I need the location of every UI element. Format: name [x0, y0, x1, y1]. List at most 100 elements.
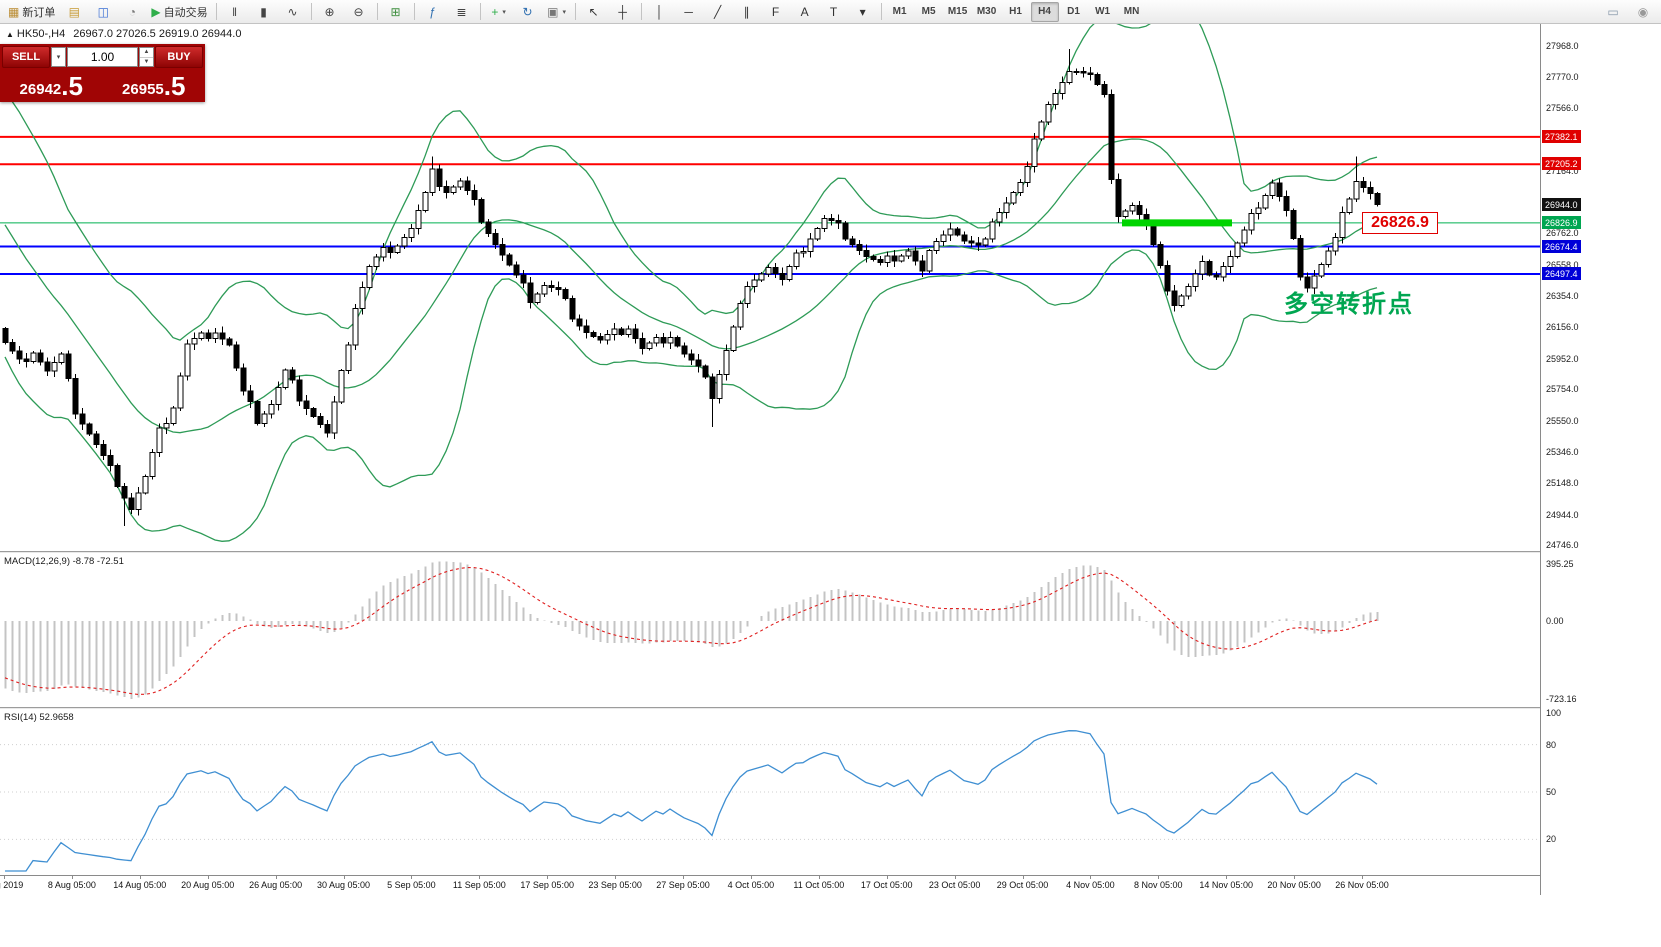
price-axis-label: 26156.0: [1546, 321, 1579, 332]
time-axis-label: 4 Oct 05:00: [727, 880, 775, 890]
timeframe-button-h4[interactable]: H4: [1030, 1, 1059, 22]
vertical-line-button[interactable]: │: [646, 1, 674, 23]
sell-price-pips: .5: [61, 71, 83, 101]
indicators-icon: ƒ: [429, 4, 436, 19]
toolbar-separator: [413, 3, 415, 20]
timeframe-button-m15[interactable]: M15: [947, 6, 968, 17]
arrows-button[interactable]: ▾: [849, 1, 877, 23]
bar-chart-icon: ‖: [232, 4, 238, 19]
price-pane[interactable]: ▲ HK50-,H4 26967.0 27026.5 26919.0 26944.0…: [0, 24, 1540, 551]
pane-separator[interactable]: [0, 551, 1661, 553]
time-axis-label: 5 Sep 05:00: [387, 880, 436, 890]
vertical-line-icon: │: [655, 4, 664, 19]
buy-price-main: 26955: [122, 81, 164, 98]
time-axis-tick: [1158, 876, 1160, 879]
templates-button[interactable]: ▣ ▾: [543, 1, 571, 23]
price-axis-label: 26558.0: [1546, 259, 1579, 270]
volume-down-button[interactable]: ▼: [143, 58, 150, 65]
timeframe-button-m1[interactable]: M1: [892, 6, 907, 17]
timeframe-button-h1[interactable]: H1: [1009, 6, 1022, 17]
volume-spinner: ▲ ▼: [139, 47, 154, 67]
price-chart-canvas[interactable]: [0, 24, 1540, 551]
price-axis-label: 25346.0: [1546, 447, 1579, 458]
bar-chart-button[interactable]: ‖: [221, 1, 249, 23]
timeframe-button-m5[interactable]: M5: [921, 6, 936, 17]
time-axis-label: 14 Nov 05:00: [1199, 880, 1253, 890]
macd-pane[interactable]: MACD(12,26,9) -8.78 -72.51: [0, 553, 1540, 707]
sell-price[interactable]: 26942.5: [0, 68, 103, 100]
horizontal-line-button[interactable]: ─: [675, 1, 703, 23]
profiles-button[interactable]: ↻: [514, 1, 542, 23]
symbol-marker-icon: ▲: [6, 30, 14, 39]
crosshair-button[interactable]: ┼: [609, 1, 637, 23]
text-button[interactable]: A: [791, 1, 819, 23]
zoom-out-button[interactable]: ⊖: [345, 1, 373, 23]
macd-label: MACD(12,26,9) -8.78 -72.51: [4, 556, 124, 567]
window-button[interactable]: ▭: [1599, 1, 1627, 23]
buy-price[interactable]: 26955.5: [103, 68, 206, 100]
price-axis-label: 24944.0: [1546, 509, 1579, 520]
strategy-navigator-button[interactable]: ◔: [118, 1, 146, 23]
pane-separator[interactable]: [0, 707, 1661, 709]
cursor-button[interactable]: ↖: [580, 1, 608, 23]
time-axis[interactable]: Aug 2019 8 Aug 05:00 14 Aug 05:00 20 Aug 05…: [0, 875, 1661, 896]
price-level-label[interactable]: 26826.9: [1362, 212, 1438, 234]
indicator-list-button[interactable]: ≣: [448, 1, 476, 23]
label-button[interactable]: T: [820, 1, 848, 23]
time-axis-tick: [615, 876, 617, 879]
volume-dropdown[interactable]: ▾: [51, 47, 66, 67]
time-axis-tick: [4, 876, 5, 879]
fibonacci-button[interactable]: F: [762, 1, 790, 23]
price-axis-label: 26762.0: [1546, 227, 1579, 238]
time-axis-label: 8 Nov 05:00: [1134, 880, 1183, 890]
volume-input[interactable]: 1.00: [67, 47, 138, 67]
market-watch-button[interactable]: ▤: [60, 1, 88, 23]
macd-axis-label: -723.16: [1546, 694, 1577, 704]
zoom-in-button[interactable]: ⊕: [316, 1, 344, 23]
sell-button[interactable]: SELL: [2, 46, 50, 68]
rsi-axis-label: 50: [1546, 787, 1557, 797]
price-axis[interactable]: 27968.027770.027566.027362.027164.026960…: [1540, 24, 1661, 895]
zoom-in-icon: ⊕: [324, 4, 335, 19]
channel-button[interactable]: ∥: [733, 1, 761, 23]
price-axis-label: 27566.0: [1546, 103, 1579, 114]
rsi-pane[interactable]: RSI(14) 52.9658: [0, 709, 1540, 875]
cursor-icon: ↖: [588, 4, 599, 19]
trendline-button[interactable]: ╱: [704, 1, 732, 23]
time-axis-label: 17 Sep 05:00: [520, 880, 574, 890]
macd-axis-label: 395.25: [1546, 559, 1574, 569]
symbol-period-label: HK50-,H4: [16, 28, 66, 40]
turning-point-note[interactable]: 多空转折点: [1284, 291, 1414, 318]
candlestick-chart-button[interactable]: ▮: [250, 1, 278, 23]
timeframe-button-d1[interactable]: D1: [1067, 6, 1080, 17]
line-chart-icon: ∿: [287, 4, 298, 19]
trade-panel-controls: SELL ▾ 1.00 ▲ ▼ BUY: [0, 44, 205, 68]
time-axis-tick: [1090, 876, 1092, 879]
market-watch-icon: ▤: [68, 4, 81, 19]
buy-button[interactable]: BUY: [155, 46, 203, 68]
line-chart-button[interactable]: ∿: [279, 1, 307, 23]
autotrading-button[interactable]: ▶ 自动交易: [147, 1, 211, 23]
new-chart-button[interactable]: + ▾: [485, 1, 513, 23]
time-axis-label: 11 Oct 05:00: [793, 880, 845, 890]
time-axis-label: 26 Nov 05:00: [1335, 880, 1389, 890]
chevron-down-icon: ▾: [502, 8, 506, 16]
timeframe-button-m30[interactable]: M30: [976, 6, 997, 17]
time-axis-tick: [683, 876, 684, 879]
rsi-canvas[interactable]: [0, 709, 1540, 875]
rsi-label: RSI(14) 52.9658: [4, 712, 74, 723]
time-axis-label: 14 Aug 05:00: [113, 880, 167, 890]
channel-icon: ∥: [743, 4, 750, 19]
indicators-button[interactable]: ƒ: [419, 1, 447, 23]
data-window-button[interactable]: ◫: [89, 1, 117, 23]
tile-windows-button[interactable]: ⊞: [382, 1, 410, 23]
assistant-button[interactable]: ◉: [1629, 1, 1657, 23]
timeframe-button-w1[interactable]: W1: [1095, 6, 1111, 17]
macd-canvas[interactable]: [0, 553, 1540, 707]
new-order-button[interactable]: ▦ 新订单: [4, 1, 59, 23]
volume-up-button[interactable]: ▲: [140, 48, 153, 58]
price-tag: 26826.9: [1542, 215, 1581, 229]
timeframe-button-mn[interactable]: MN: [1123, 6, 1140, 17]
time-axis-label: 11 Sep 05:00: [452, 880, 506, 890]
price-axis-label: 25550.0: [1546, 415, 1579, 426]
